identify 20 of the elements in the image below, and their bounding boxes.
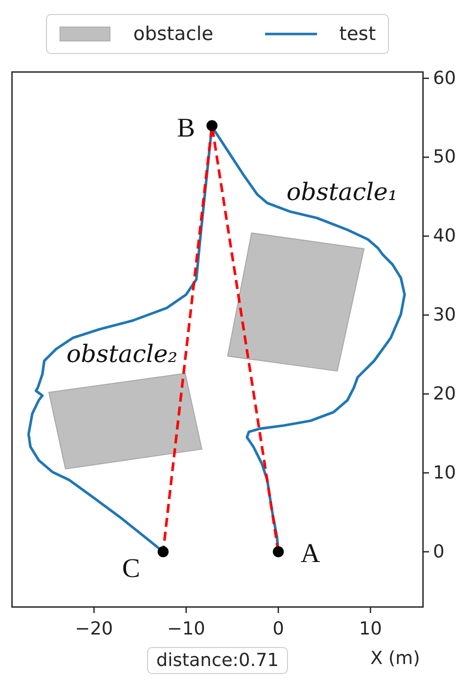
annotation: obstacle₂ bbox=[66, 340, 178, 368]
y-tick-label: 30 bbox=[433, 304, 456, 326]
annotation: C bbox=[122, 552, 140, 583]
y-tick-label: 60 bbox=[433, 68, 456, 89]
annotation: obstacle₁ bbox=[286, 178, 398, 206]
x-tick-label: −10 bbox=[167, 618, 206, 640]
y-tick-label: 0 bbox=[433, 541, 444, 562]
y-tick-label: 20 bbox=[433, 383, 456, 404]
legend-label: test bbox=[339, 23, 376, 45]
y-tick-label: 50 bbox=[433, 146, 456, 168]
y-tick-label: 10 bbox=[433, 462, 456, 484]
annotation: A bbox=[300, 538, 321, 568]
x-tick-label: 0 bbox=[272, 618, 284, 640]
text: distance:0.71 bbox=[147, 647, 288, 674]
annotation: B bbox=[176, 112, 195, 143]
legend-label: obstacle bbox=[133, 23, 214, 45]
x-tick-label: 10 bbox=[359, 618, 382, 640]
x-tick-label: −20 bbox=[75, 618, 114, 640]
x-axis-title: X (m) bbox=[370, 648, 420, 668]
y-tick-label: 40 bbox=[433, 226, 456, 247]
